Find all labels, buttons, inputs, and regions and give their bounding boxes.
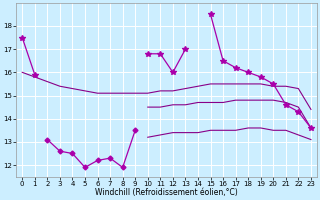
X-axis label: Windchill (Refroidissement éolien,°C): Windchill (Refroidissement éolien,°C) (95, 188, 238, 197)
